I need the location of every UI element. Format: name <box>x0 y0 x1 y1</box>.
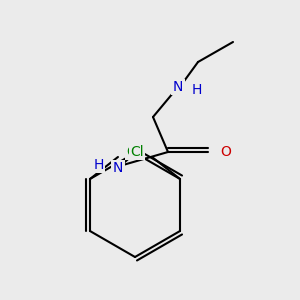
Text: Cl: Cl <box>126 145 140 159</box>
Text: N: N <box>113 161 123 175</box>
Text: Cl: Cl <box>130 145 144 159</box>
Text: H: H <box>192 83 202 97</box>
Text: N: N <box>173 80 183 94</box>
Text: O: O <box>220 145 231 159</box>
Text: H: H <box>94 158 104 172</box>
